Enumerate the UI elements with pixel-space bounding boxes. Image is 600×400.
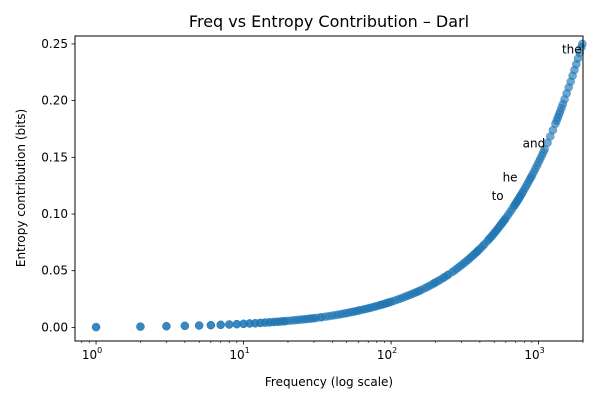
data-point <box>503 210 513 220</box>
data-point <box>162 322 171 331</box>
data-point <box>180 321 190 331</box>
x-tick-label: 103 <box>524 346 544 362</box>
data-point <box>543 138 552 148</box>
annotation-label: the <box>562 43 582 57</box>
annotation-label: and <box>523 137 546 151</box>
data-point <box>91 322 101 332</box>
data-point <box>225 320 234 329</box>
data-point <box>194 321 204 330</box>
x-axis-title: Frequency (log scale) <box>265 375 393 389</box>
axes-frame <box>74 35 584 342</box>
chart-title: Freq vs Entropy Contribution – Darl <box>189 12 469 31</box>
data-point <box>317 312 327 322</box>
x-tick-label: 101 <box>229 346 249 362</box>
data-point <box>578 39 587 49</box>
data-point <box>538 148 548 157</box>
data-point <box>564 83 573 92</box>
data-point <box>572 59 581 69</box>
y-tick-label: 0.05 <box>41 264 68 278</box>
x-tick-label: 102 <box>377 346 397 362</box>
y-axis: 0.00 0.05 0.10 0.15 0.20 0.25 <box>41 37 75 334</box>
data-point <box>560 95 569 104</box>
data-point <box>136 322 145 331</box>
data-point <box>529 168 538 177</box>
annotation-label: he <box>503 171 518 185</box>
y-tick-label: 0.00 <box>41 320 68 334</box>
plot-area <box>91 39 587 332</box>
x-tick-label: 100 <box>82 346 102 362</box>
data-point <box>568 71 577 81</box>
y-tick-label: 0.20 <box>41 94 68 108</box>
data-point <box>575 48 584 58</box>
y-tick-label: 0.25 <box>41 37 68 51</box>
y-tick-label: 0.15 <box>41 150 68 164</box>
data-point <box>548 125 558 135</box>
y-axis-title: Entropy contribution (bits) <box>14 109 28 267</box>
x-axis: 100 101 102 103 <box>81 341 584 362</box>
annotation-label: to <box>492 189 504 203</box>
annotations: the and he to <box>492 43 582 203</box>
data-point <box>557 103 566 113</box>
data-point <box>216 320 225 330</box>
y-tick-label: 0.10 <box>41 207 68 221</box>
data-point <box>206 320 216 330</box>
data-point <box>444 270 453 279</box>
